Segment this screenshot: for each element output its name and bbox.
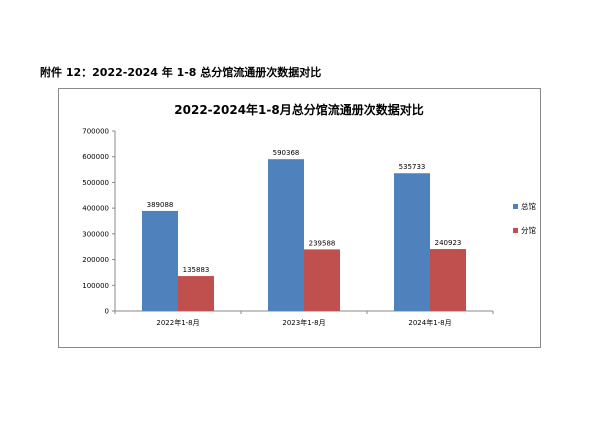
y-tick-label: 700000 — [82, 128, 109, 136]
legend-swatch — [513, 204, 518, 209]
legend-label: 总馆 — [521, 201, 536, 211]
y-tick-label: 0 — [105, 308, 109, 316]
page-caption: 附件 12：2022-2024 年 1-8 总分馆流通册次数据对比 — [40, 66, 322, 79]
data-label: 239588 — [309, 239, 336, 247]
x-category-label: 2023年1-8月 — [282, 318, 325, 327]
chart-title: 2022-2024年1-8月总分馆流通册次数据对比 — [174, 102, 423, 117]
legend-label: 分馆 — [521, 225, 536, 235]
x-category-label: 2022年1-8月 — [156, 318, 199, 327]
bar-branch — [304, 249, 340, 311]
bar-chart: 2022-2024年1-8月总分馆流通册次数据对比 0 100000 200000 3… — [82, 102, 536, 327]
legend-swatch — [513, 228, 518, 233]
bar-branch — [430, 249, 466, 311]
bar-main — [394, 173, 430, 311]
chart-frame: 2022-2024年1-8月总分馆流通册次数据对比 0 100000 200000 3… — [58, 88, 541, 348]
data-label: 135883 — [183, 266, 210, 274]
bar-main — [268, 159, 304, 311]
chart-bars: 389088 135883 590368 239588 535733 240923 — [142, 149, 466, 311]
data-label: 590368 — [273, 149, 300, 157]
y-tick-label: 400000 — [82, 205, 109, 213]
y-tick-label: 300000 — [82, 230, 109, 238]
y-tick-label: 100000 — [82, 282, 109, 290]
data-label: 535733 — [399, 163, 426, 171]
bar-main — [142, 210, 178, 311]
data-label: 389088 — [147, 201, 174, 209]
y-tick-label: 500000 — [82, 179, 109, 187]
x-category-label: 2024年1-8月 — [408, 318, 451, 327]
bar-branch — [178, 276, 214, 311]
y-tick-label: 600000 — [82, 153, 109, 161]
y-tick-label: 200000 — [82, 256, 109, 264]
data-label: 240923 — [435, 239, 462, 247]
